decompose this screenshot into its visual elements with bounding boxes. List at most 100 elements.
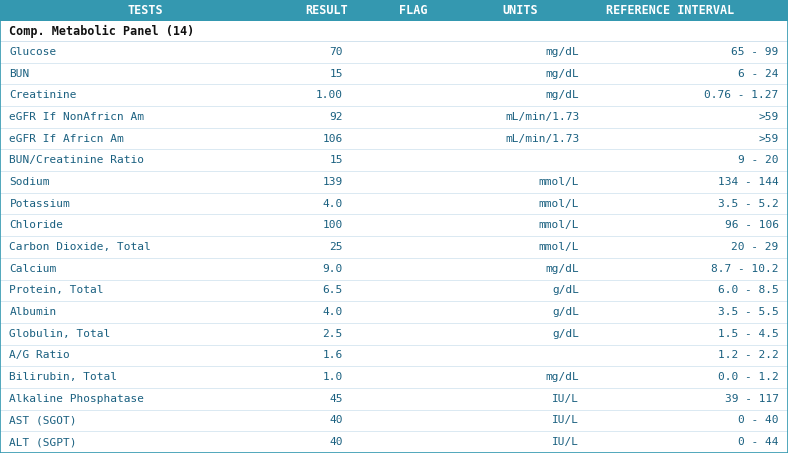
Text: mL/min/1.73: mL/min/1.73 — [505, 112, 579, 122]
Bar — [0, 236, 788, 258]
Bar — [0, 106, 788, 128]
Text: UNITS: UNITS — [502, 4, 538, 17]
Bar — [0, 0, 788, 21]
Text: g/dL: g/dL — [552, 307, 579, 317]
Bar — [0, 323, 788, 345]
Text: Carbon Dioxide, Total: Carbon Dioxide, Total — [9, 242, 151, 252]
Text: ALT (SGPT): ALT (SGPT) — [9, 437, 77, 447]
Text: 9.0: 9.0 — [322, 264, 343, 274]
Text: 0 - 44: 0 - 44 — [738, 437, 779, 447]
Text: mL/min/1.73: mL/min/1.73 — [505, 134, 579, 144]
Text: 0 - 40: 0 - 40 — [738, 415, 779, 425]
Text: mmol/L: mmol/L — [539, 177, 579, 187]
Bar — [0, 258, 788, 280]
Text: IU/L: IU/L — [552, 437, 579, 447]
Text: 1.0: 1.0 — [322, 372, 343, 382]
Bar — [0, 84, 788, 106]
Bar — [0, 21, 788, 41]
Bar — [0, 193, 788, 214]
Text: 20 - 29: 20 - 29 — [731, 242, 779, 252]
Text: g/dL: g/dL — [552, 329, 579, 339]
Text: mg/dL: mg/dL — [545, 68, 579, 78]
Text: 4.0: 4.0 — [322, 307, 343, 317]
Text: 100: 100 — [322, 220, 343, 230]
Text: mg/dL: mg/dL — [545, 372, 579, 382]
Text: 15: 15 — [329, 68, 343, 78]
Text: mmol/L: mmol/L — [539, 242, 579, 252]
Text: Alkaline Phosphatase: Alkaline Phosphatase — [9, 394, 144, 404]
Bar — [0, 431, 788, 453]
Text: BUN/Creatinine Ratio: BUN/Creatinine Ratio — [9, 155, 144, 165]
Text: mmol/L: mmol/L — [539, 220, 579, 230]
Text: 96 - 106: 96 - 106 — [724, 220, 779, 230]
Text: 106: 106 — [322, 134, 343, 144]
Text: 3.5 - 5.2: 3.5 - 5.2 — [718, 198, 779, 209]
Text: 6.0 - 8.5: 6.0 - 8.5 — [718, 285, 779, 295]
Text: 15: 15 — [329, 155, 343, 165]
Bar — [0, 171, 788, 193]
Text: 1.6: 1.6 — [322, 351, 343, 361]
Text: 1.00: 1.00 — [316, 90, 343, 100]
Text: eGFR If Africn Am: eGFR If Africn Am — [9, 134, 125, 144]
Text: 0.76 - 1.27: 0.76 - 1.27 — [704, 90, 779, 100]
Text: 2.5: 2.5 — [322, 329, 343, 339]
Text: 40: 40 — [329, 437, 343, 447]
Bar — [0, 388, 788, 410]
Text: >59: >59 — [758, 134, 779, 144]
Text: 134 - 144: 134 - 144 — [718, 177, 779, 187]
Bar — [0, 63, 788, 84]
Text: Bilirubin, Total: Bilirubin, Total — [9, 372, 117, 382]
Text: A/G Ratio: A/G Ratio — [9, 351, 70, 361]
Text: eGFR If NonAfricn Am: eGFR If NonAfricn Am — [9, 112, 144, 122]
Text: Protein, Total: Protein, Total — [9, 285, 104, 295]
Text: RESULT: RESULT — [306, 4, 348, 17]
Text: 1.5 - 4.5: 1.5 - 4.5 — [718, 329, 779, 339]
Text: 70: 70 — [329, 47, 343, 57]
Text: 92: 92 — [329, 112, 343, 122]
Text: Albumin: Albumin — [9, 307, 57, 317]
Text: Globulin, Total: Globulin, Total — [9, 329, 110, 339]
Text: Comp. Metabolic Panel (14): Comp. Metabolic Panel (14) — [9, 24, 195, 38]
Text: AST (SGOT): AST (SGOT) — [9, 415, 77, 425]
Text: mg/dL: mg/dL — [545, 264, 579, 274]
Bar — [0, 214, 788, 236]
Text: 65 - 99: 65 - 99 — [731, 47, 779, 57]
Text: REFERENCE INTERVAL: REFERENCE INTERVAL — [606, 4, 734, 17]
Text: TESTS: TESTS — [128, 4, 164, 17]
Text: Sodium: Sodium — [9, 177, 50, 187]
Text: IU/L: IU/L — [552, 394, 579, 404]
Text: BUN: BUN — [9, 68, 30, 78]
Text: Glucose: Glucose — [9, 47, 57, 57]
Text: 0.0 - 1.2: 0.0 - 1.2 — [718, 372, 779, 382]
Text: 9 - 20: 9 - 20 — [738, 155, 779, 165]
Text: mmol/L: mmol/L — [539, 198, 579, 209]
Text: 6.5: 6.5 — [322, 285, 343, 295]
Bar — [0, 128, 788, 149]
Bar — [0, 366, 788, 388]
Text: 39 - 117: 39 - 117 — [724, 394, 779, 404]
Text: g/dL: g/dL — [552, 285, 579, 295]
Text: 25: 25 — [329, 242, 343, 252]
Bar — [0, 280, 788, 301]
Text: mg/dL: mg/dL — [545, 90, 579, 100]
Text: Chloride: Chloride — [9, 220, 64, 230]
Bar — [0, 301, 788, 323]
Text: 1.2 - 2.2: 1.2 - 2.2 — [718, 351, 779, 361]
Text: 40: 40 — [329, 415, 343, 425]
Text: 139: 139 — [322, 177, 343, 187]
Text: 45: 45 — [329, 394, 343, 404]
Bar — [0, 41, 788, 63]
Bar — [0, 149, 788, 171]
Text: 8.7 - 10.2: 8.7 - 10.2 — [711, 264, 779, 274]
Bar — [0, 345, 788, 366]
Text: FLAG: FLAG — [400, 4, 428, 17]
Text: mg/dL: mg/dL — [545, 47, 579, 57]
Text: 4.0: 4.0 — [322, 198, 343, 209]
Text: Creatinine: Creatinine — [9, 90, 77, 100]
Text: Calcium: Calcium — [9, 264, 57, 274]
Text: 6 - 24: 6 - 24 — [738, 68, 779, 78]
Text: IU/L: IU/L — [552, 415, 579, 425]
Text: >59: >59 — [758, 112, 779, 122]
Text: 3.5 - 5.5: 3.5 - 5.5 — [718, 307, 779, 317]
Bar — [0, 410, 788, 431]
